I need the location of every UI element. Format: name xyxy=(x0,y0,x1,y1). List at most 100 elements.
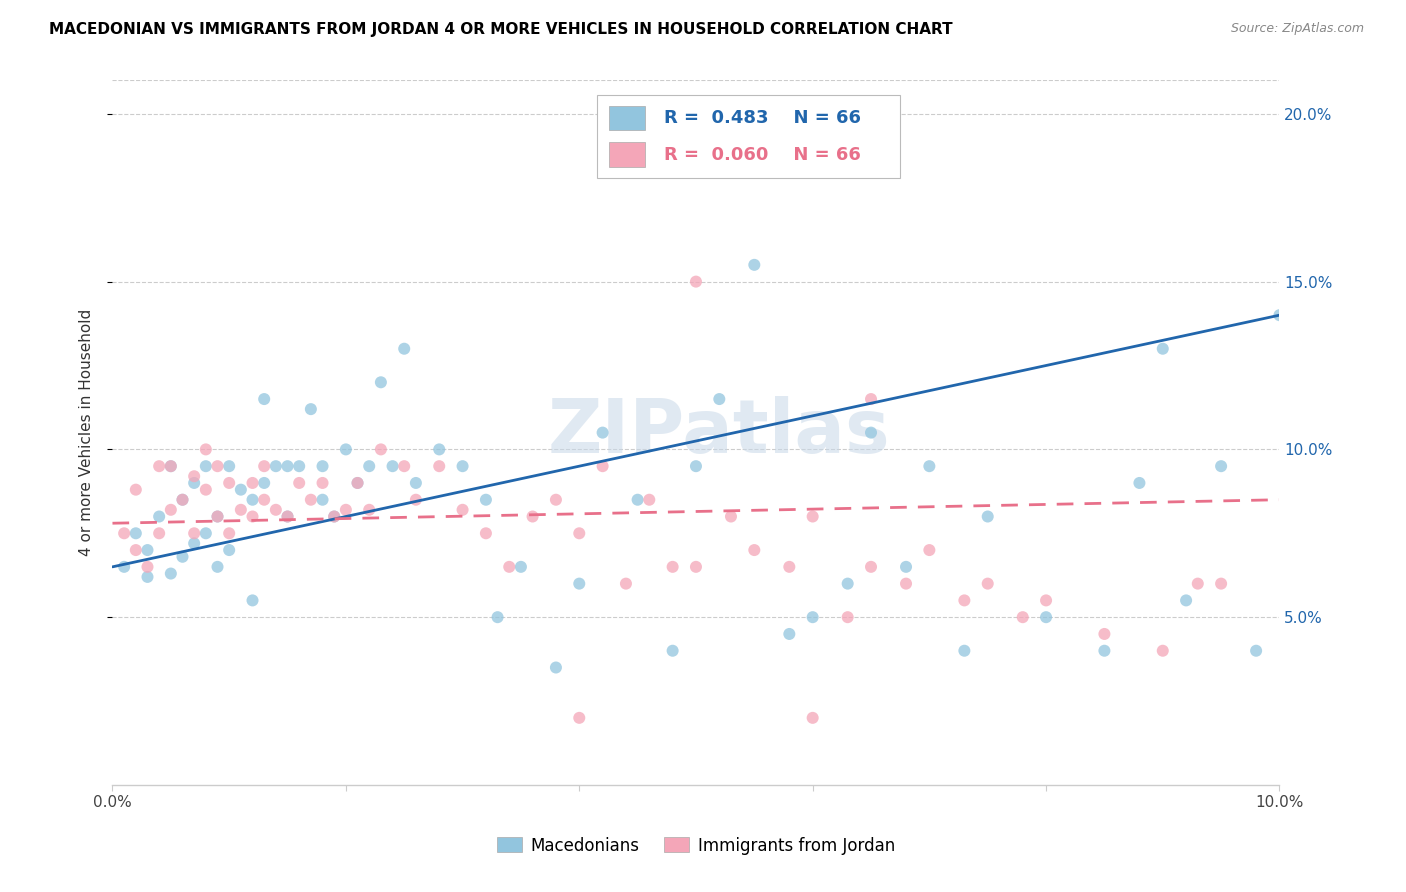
Point xyxy=(405,492,427,507)
Point xyxy=(638,492,661,507)
Point xyxy=(160,503,183,517)
Point xyxy=(742,543,765,558)
Point xyxy=(207,559,229,574)
Point xyxy=(742,258,765,272)
Point xyxy=(253,459,276,474)
Point xyxy=(568,576,591,591)
Text: Source: ZipAtlas.com: Source: ZipAtlas.com xyxy=(1230,22,1364,36)
Point xyxy=(194,483,217,497)
Point xyxy=(544,660,567,674)
Point xyxy=(405,475,427,490)
Point xyxy=(125,483,148,497)
Point xyxy=(311,459,333,474)
Point xyxy=(1035,593,1057,607)
Point xyxy=(229,483,252,497)
Point xyxy=(299,492,322,507)
Point xyxy=(627,492,650,507)
Point xyxy=(381,459,404,474)
Point xyxy=(918,459,941,474)
Point xyxy=(1268,308,1291,322)
Point xyxy=(498,559,520,574)
Point xyxy=(801,711,824,725)
Point xyxy=(323,509,346,524)
Point xyxy=(288,459,311,474)
Point xyxy=(207,459,229,474)
Point xyxy=(299,402,322,417)
Text: R =  0.060    N = 66: R = 0.060 N = 66 xyxy=(664,145,860,163)
Point xyxy=(276,509,298,524)
Y-axis label: 4 or more Vehicles in Household: 4 or more Vehicles in Household xyxy=(79,309,94,557)
Point xyxy=(801,509,824,524)
Point xyxy=(335,442,357,457)
Point xyxy=(509,559,531,574)
Point xyxy=(323,509,346,524)
Point xyxy=(253,392,276,406)
Point xyxy=(311,492,333,507)
Point xyxy=(136,559,159,574)
Point xyxy=(1175,593,1198,607)
Point xyxy=(148,509,170,524)
Point xyxy=(720,509,742,524)
Point xyxy=(311,475,333,490)
Point xyxy=(242,593,264,607)
Point xyxy=(218,526,240,541)
Point xyxy=(475,492,498,507)
Point xyxy=(953,644,976,658)
Point xyxy=(486,610,509,624)
Point xyxy=(148,459,170,474)
Point xyxy=(125,526,148,541)
Point xyxy=(370,442,392,457)
Point xyxy=(346,475,368,490)
Point xyxy=(976,576,998,591)
Point xyxy=(1152,342,1174,356)
Point xyxy=(264,459,287,474)
Point xyxy=(778,627,800,641)
Point xyxy=(183,536,205,550)
Point xyxy=(160,459,183,474)
Point xyxy=(1244,644,1267,658)
Point xyxy=(801,610,824,624)
Point xyxy=(894,576,917,591)
Point xyxy=(194,442,217,457)
Point xyxy=(148,526,170,541)
Point xyxy=(253,475,276,490)
Text: R =  0.483    N = 66: R = 0.483 N = 66 xyxy=(664,109,860,127)
Point xyxy=(218,459,240,474)
Point xyxy=(136,543,159,558)
Point xyxy=(592,425,614,440)
Point xyxy=(894,559,917,574)
Point xyxy=(837,610,859,624)
Point xyxy=(335,503,357,517)
Text: ZIPatlas: ZIPatlas xyxy=(548,396,890,469)
Point xyxy=(346,475,368,490)
Point xyxy=(661,559,683,574)
Point xyxy=(837,576,859,591)
Point xyxy=(544,492,567,507)
Point xyxy=(918,543,941,558)
Point xyxy=(183,469,205,483)
Point xyxy=(568,711,591,725)
Point xyxy=(359,459,381,474)
Point xyxy=(1209,459,1232,474)
Point xyxy=(522,509,544,524)
Point xyxy=(1187,576,1209,591)
Point xyxy=(172,492,194,507)
Point xyxy=(451,503,474,517)
Point xyxy=(568,526,591,541)
Point xyxy=(976,509,998,524)
Legend: Macedonians, Immigrants from Jordan: Macedonians, Immigrants from Jordan xyxy=(491,830,901,861)
Point xyxy=(136,570,159,584)
Point xyxy=(427,442,450,457)
Point xyxy=(370,376,392,390)
Point xyxy=(194,459,217,474)
Point xyxy=(860,392,883,406)
Point xyxy=(359,503,381,517)
Point xyxy=(1035,610,1057,624)
Point xyxy=(592,459,614,474)
Text: MACEDONIAN VS IMMIGRANTS FROM JORDAN 4 OR MORE VEHICLES IN HOUSEHOLD CORRELATION: MACEDONIAN VS IMMIGRANTS FROM JORDAN 4 O… xyxy=(49,22,953,37)
Point xyxy=(207,509,229,524)
Point xyxy=(207,509,229,524)
Point xyxy=(160,566,183,581)
Point xyxy=(242,509,264,524)
Point xyxy=(183,475,205,490)
